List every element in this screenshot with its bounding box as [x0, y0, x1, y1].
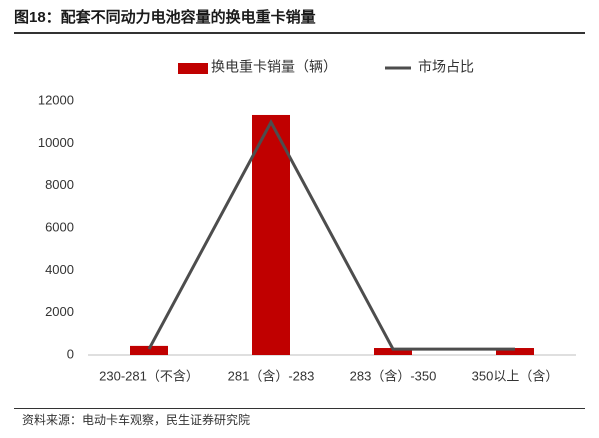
y-tick-label: 12000	[38, 92, 74, 107]
x-tick-label: 283（含）-350	[350, 368, 437, 383]
y-tick-label: 4000	[45, 262, 74, 277]
title-rule	[14, 32, 585, 34]
bar	[252, 114, 290, 355]
y-tick-label: 8000	[45, 177, 74, 192]
source-rule	[14, 408, 585, 409]
legend-label: 换电重卡销量（辆）	[211, 59, 337, 75]
bar	[496, 348, 534, 355]
y-tick-label: 10000	[38, 135, 74, 150]
line	[147, 118, 515, 351]
y-tick-label: 0	[67, 346, 74, 361]
x-tick-label: 281（含）-283	[228, 368, 315, 383]
source: 资料来源：电动卡车观察，民生证券研究院	[22, 412, 250, 427]
y-tick-label: 6000	[45, 219, 74, 234]
legend-swatch	[178, 63, 208, 74]
x-tick-label: 350以上（含）	[472, 368, 559, 383]
bar	[374, 348, 412, 355]
legend-label: 市场占比	[418, 59, 474, 75]
bar	[130, 345, 168, 355]
x-tick-label: 230-281（不含）	[99, 368, 199, 383]
y-tick-label: 2000	[45, 304, 74, 319]
title: 图18：配套不同动力电池容量的换电重卡销量	[14, 8, 316, 26]
